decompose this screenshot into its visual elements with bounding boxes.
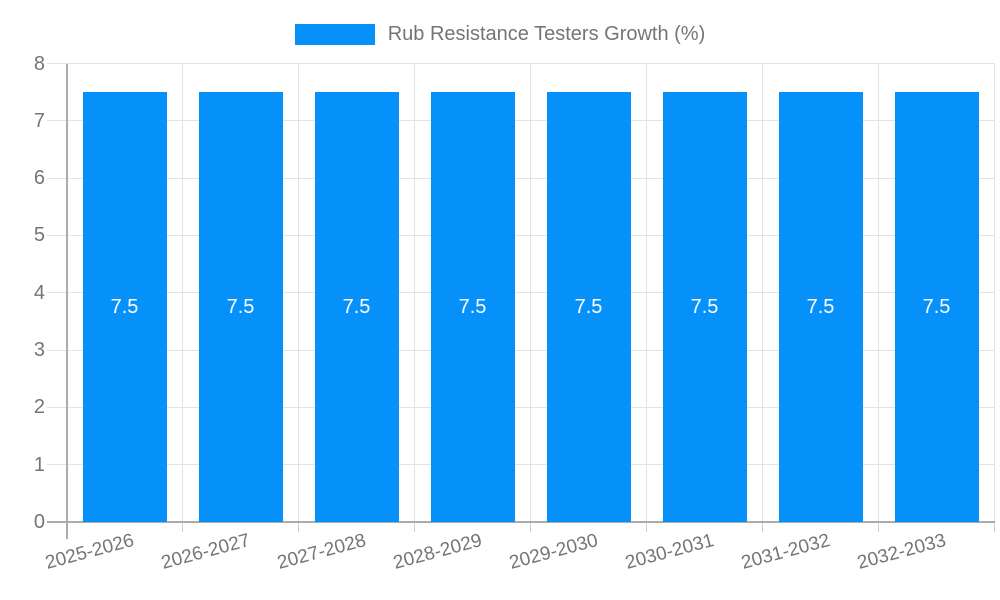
gridline-horizontal bbox=[47, 464, 995, 466]
x-axis-tick bbox=[414, 522, 415, 532]
x-axis-label: 2029-2030 bbox=[506, 530, 600, 574]
legend[interactable]: Rub Resistance Testers Growth (%) bbox=[0, 22, 1000, 46]
x-axis-tick bbox=[530, 522, 531, 532]
bar[interactable]: 7.5 bbox=[314, 92, 399, 522]
gridline-vertical bbox=[298, 63, 299, 522]
y-axis-label: 2 bbox=[33, 396, 45, 419]
y-axis-label: 4 bbox=[33, 281, 45, 304]
y-axis-label: 3 bbox=[33, 339, 45, 362]
gridline-horizontal bbox=[47, 292, 995, 294]
y-axis-label: 7 bbox=[33, 109, 45, 132]
gridline-horizontal bbox=[47, 120, 995, 122]
x-axis-label: 2031-2032 bbox=[738, 530, 832, 574]
x-axis-line bbox=[47, 521, 995, 523]
x-axis-label: 2032-2033 bbox=[854, 530, 948, 574]
bar-value-label: 7.5 bbox=[806, 295, 835, 318]
x-axis-tick bbox=[994, 522, 995, 532]
bar[interactable]: 7.5 bbox=[82, 92, 167, 522]
gridline-horizontal bbox=[47, 63, 995, 64]
bar-value-label: 7.5 bbox=[342, 295, 371, 318]
y-axis-label: 5 bbox=[33, 224, 45, 247]
gridline-vertical bbox=[994, 63, 995, 522]
bar[interactable]: 7.5 bbox=[198, 92, 283, 522]
legend-label: Rub Resistance Testers Growth (%) bbox=[387, 23, 706, 45]
bar[interactable]: 7.5 bbox=[778, 92, 863, 522]
gridline-vertical bbox=[646, 63, 647, 522]
y-axis-line bbox=[65, 63, 68, 539]
y-axis-label: 8 bbox=[33, 52, 45, 75]
bar[interactable]: 7.5 bbox=[430, 92, 515, 522]
bar-value-label: 7.5 bbox=[458, 295, 487, 318]
x-axis-tick bbox=[298, 522, 299, 532]
x-axis-label: 2026-2027 bbox=[158, 530, 252, 574]
gridline-horizontal bbox=[47, 349, 995, 351]
x-axis-label: 2025-2026 bbox=[42, 530, 136, 574]
gridline-horizontal bbox=[47, 234, 995, 236]
gridline-vertical bbox=[762, 63, 763, 522]
x-axis-tick bbox=[182, 522, 183, 532]
gridline-vertical bbox=[878, 63, 879, 522]
bar-value-label: 7.5 bbox=[922, 295, 951, 318]
gridline-vertical bbox=[414, 63, 415, 522]
bar-value-label: 7.5 bbox=[226, 295, 255, 318]
x-axis-label: 2030-2031 bbox=[622, 530, 716, 574]
y-axis-label: 6 bbox=[33, 167, 45, 190]
bar[interactable]: 7.5 bbox=[546, 92, 631, 522]
bar[interactable]: 7.5 bbox=[894, 92, 979, 522]
x-axis-tick bbox=[762, 522, 763, 532]
x-axis-label: 2027-2028 bbox=[274, 530, 368, 574]
y-axis-label: 0 bbox=[33, 511, 45, 533]
gridline-vertical bbox=[530, 63, 531, 522]
bar-value-label: 7.5 bbox=[574, 295, 603, 318]
bar-value-label: 7.5 bbox=[690, 295, 719, 318]
legend-swatch bbox=[294, 23, 375, 45]
gridline-horizontal bbox=[47, 177, 995, 179]
bar[interactable]: 7.5 bbox=[662, 92, 747, 522]
gridline-vertical bbox=[182, 63, 183, 522]
x-axis-tick bbox=[646, 522, 647, 532]
x-axis-tick bbox=[878, 522, 879, 532]
bar-value-label: 7.5 bbox=[110, 295, 139, 318]
gridline-horizontal bbox=[47, 406, 995, 408]
y-axis-label: 1 bbox=[33, 453, 45, 476]
x-axis-label: 2028-2029 bbox=[390, 530, 484, 574]
